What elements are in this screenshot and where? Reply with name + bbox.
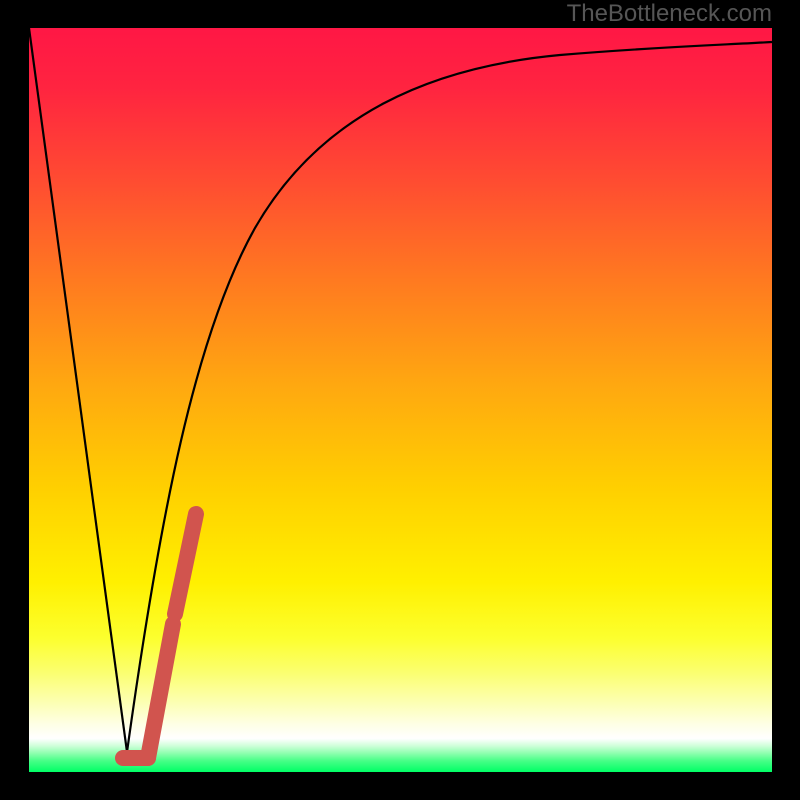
watermark-text: TheBottleneck.com — [567, 0, 772, 28]
canvas: TheBottleneck.com — [0, 0, 800, 800]
curve-right-segment — [127, 42, 772, 752]
highlight-seg-3 — [175, 514, 196, 614]
highlight-seg-2 — [148, 624, 173, 758]
bottleneck-curve — [29, 28, 772, 752]
curve-left-segment — [29, 28, 127, 752]
curve-overlay — [29, 28, 772, 772]
plot-area — [29, 28, 772, 772]
